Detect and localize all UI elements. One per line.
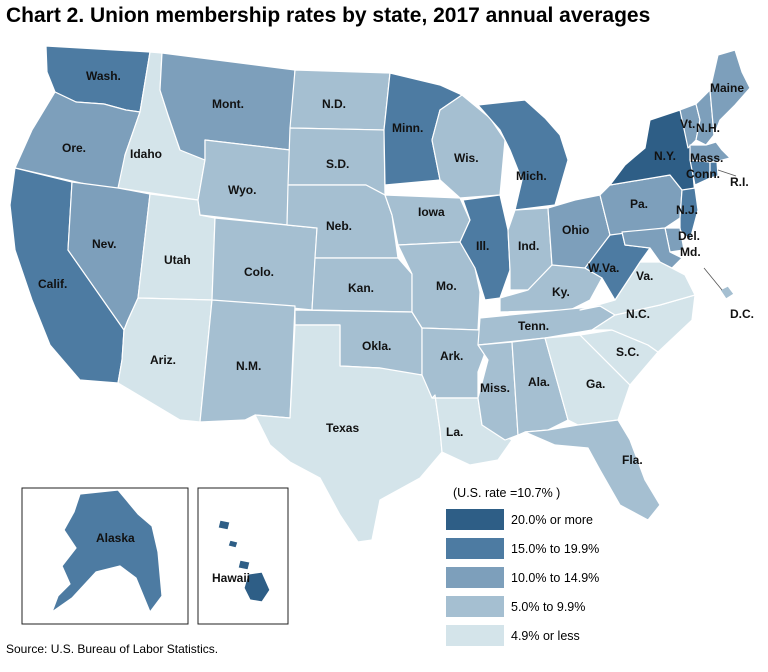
state-label-al: Ala.: [528, 375, 550, 389]
state-label-oh: Ohio: [562, 223, 589, 237]
state-label-wy: Wyo.: [228, 183, 256, 197]
state-label-mo: Mo.: [436, 279, 457, 293]
state-label-nj: N.J.: [676, 203, 698, 217]
dc-leader-line: [703, 267, 723, 291]
state-label-ri: R.I.: [730, 175, 749, 189]
state-label-pa: Pa.: [630, 197, 648, 211]
state-label-wi: Wis.: [454, 151, 479, 165]
state-label-ia: Iowa: [418, 205, 445, 219]
state-label-mi: Mich.: [516, 169, 547, 183]
state-label-ca: Calif.: [38, 277, 67, 291]
state-label-az: Ariz.: [150, 353, 176, 367]
state-label-ne: Neb.: [326, 219, 352, 233]
state-ri: [709, 161, 719, 179]
state-label-nc: N.C.: [626, 307, 650, 321]
state-label-wa: Wash.: [86, 69, 121, 83]
legend-item-0: 20.0% or more: [445, 508, 645, 531]
state-me: [709, 49, 751, 136]
state-label-id: Idaho: [130, 147, 162, 161]
state-label-vt: Vt.: [680, 117, 695, 131]
state-label-dc: D.C.: [730, 307, 754, 321]
state-co: [211, 217, 318, 311]
state-label-hi: Hawaii: [212, 571, 250, 585]
state-labels: Wash. Ore. Calif. Idaho Nev. Utah Ariz. …: [38, 69, 754, 585]
state-label-ga: Ga.: [586, 377, 605, 391]
states-layer: [9, 45, 751, 613]
state-label-mt: Mont.: [212, 97, 244, 111]
ri-leader-line: [717, 169, 737, 177]
state-label-ky: Ky.: [552, 285, 570, 299]
state-label-ma: Mass.: [690, 151, 723, 165]
legend-item-4: 4.9% or less: [445, 624, 645, 647]
state-label-de: Del.: [678, 229, 700, 243]
legend: (U.S. rate =10.7% ) 20.0% or more 15.0% …: [445, 486, 645, 653]
source-note: Source: U.S. Bureau of Labor Statistics.: [6, 642, 219, 656]
legend-label: 4.9% or less: [511, 628, 580, 643]
state-ak: [51, 489, 163, 613]
state-mi: [477, 99, 569, 211]
legend-item-3: 5.0% to 9.9%: [445, 595, 645, 618]
state-label-wv: W.Va.: [588, 261, 619, 275]
state-label-va: Va.: [636, 269, 653, 283]
legend-item-2: 10.0% to 14.9%: [445, 566, 645, 589]
state-label-ny: N.Y.: [654, 149, 676, 163]
hawaii-inset-frame: [197, 487, 289, 625]
state-label-ut: Utah: [164, 253, 191, 267]
state-md: [621, 227, 683, 269]
state-label-sd: S.D.: [326, 157, 349, 171]
state-label-me: Maine: [710, 81, 744, 95]
state-label-ak: Alaska: [96, 531, 135, 545]
state-label-ok: Okla.: [362, 339, 391, 353]
state-label-la: La.: [446, 425, 463, 439]
legend-swatch: [445, 508, 505, 531]
legend-label: 5.0% to 9.9%: [511, 599, 586, 614]
state-label-in: Ind.: [518, 239, 539, 253]
legend-swatch: [445, 595, 505, 618]
legend-label: 20.0% or more: [511, 512, 593, 527]
state-tx: [254, 324, 443, 543]
state-label-nd: N.D.: [322, 97, 346, 111]
legend-label: 15.0% to 19.9%: [511, 541, 600, 556]
state-label-nm: N.M.: [236, 359, 261, 373]
state-il: [459, 194, 511, 301]
state-label-or: Ore.: [62, 141, 86, 155]
state-label-il: Ill.: [476, 239, 489, 253]
state-label-sc: S.C.: [616, 345, 639, 359]
state-label-ar: Ark.: [440, 349, 463, 363]
legend-item-1: 15.0% to 19.9%: [445, 537, 645, 560]
state-label-co: Colo.: [244, 265, 274, 279]
state-label-ct: Conn.: [686, 167, 720, 181]
state-ia: [384, 194, 471, 246]
map-title: Chart 2. Union membership rates by state…: [6, 4, 651, 27]
state-label-tn: Tenn.: [518, 319, 549, 333]
state-label-ms: Miss.: [480, 381, 510, 395]
legend-swatch: [445, 537, 505, 560]
state-fl: [524, 419, 661, 521]
state-dc: [719, 285, 735, 300]
state-label-nh: N.H.: [696, 121, 720, 135]
state-label-md: Md.: [680, 245, 701, 259]
state-label-fl: Fla.: [622, 453, 643, 467]
state-label-nv: Nev.: [92, 237, 116, 251]
state-nj: [679, 187, 699, 241]
state-label-ks: Kan.: [348, 281, 374, 295]
legend-title: (U.S. rate =10.7% ): [453, 486, 561, 500]
state-hi: [217, 519, 271, 603]
state-label-mn: Minn.: [392, 121, 423, 135]
legend-swatch: [445, 624, 505, 647]
legend-label: 10.0% to 14.9%: [511, 570, 600, 585]
state-label-tx: Texas: [326, 421, 359, 435]
alaska-inset-frame: [21, 487, 189, 625]
legend-swatch: [445, 566, 505, 589]
